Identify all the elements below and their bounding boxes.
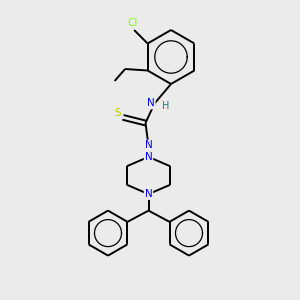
- Text: S: S: [114, 108, 121, 118]
- Text: H: H: [162, 101, 169, 111]
- Text: Cl: Cl: [128, 18, 138, 28]
- Text: N: N: [147, 98, 155, 109]
- Text: N: N: [145, 189, 152, 199]
- Text: N: N: [145, 140, 152, 151]
- Text: N: N: [145, 152, 152, 162]
